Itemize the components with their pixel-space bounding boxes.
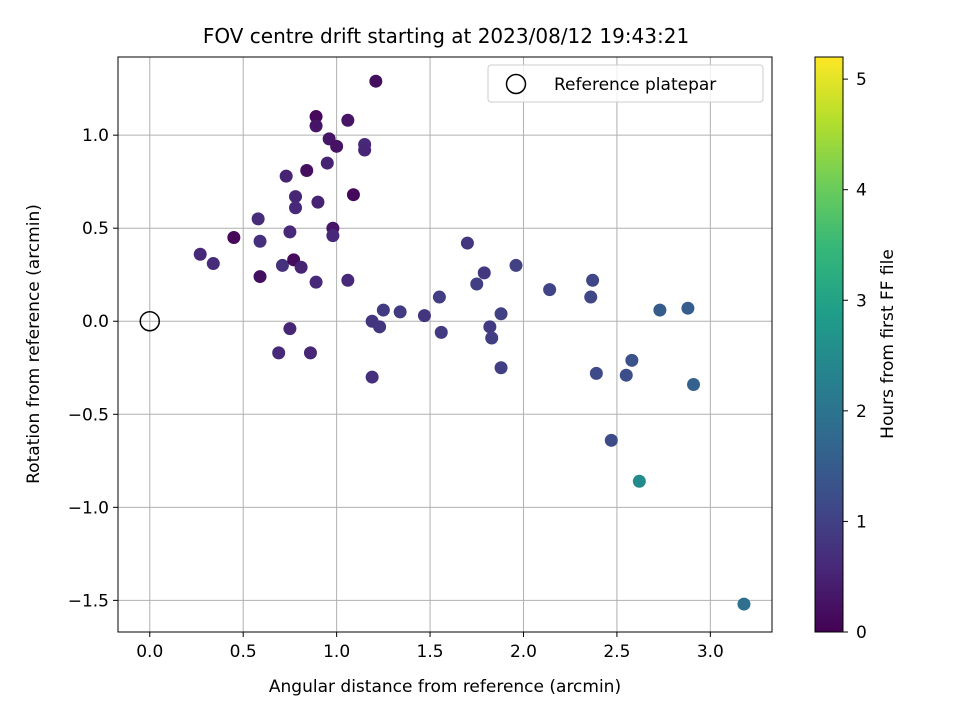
legend: Reference platepar [487,64,764,103]
data-point [509,258,523,272]
data-point [619,368,633,382]
data-point [303,346,317,360]
colorbar-tick-label: 5 [856,70,867,90]
data-point [373,320,387,334]
data-point [193,247,207,261]
data-point [470,277,484,291]
data-point [417,309,431,323]
data-point [737,597,751,611]
data-point [653,303,667,317]
colorbar: 0 1 2 3 4 5 Hours from first FF file [814,56,898,643]
data-point [376,303,390,317]
colorbar-tick-label: 3 [856,291,867,311]
y-tick-label: 1.0 [82,126,109,146]
data-point [687,378,701,392]
x-axis-label: Angular distance from reference (arcmin) [269,677,621,697]
data-point [485,331,499,345]
data-point [584,290,598,304]
data-point [253,234,267,248]
legend-box [487,64,764,103]
x-tick-label: 0.0 [136,642,163,662]
colorbar-label: Hours from first FF file [878,249,898,439]
y-tick-label: −0.5 [68,405,109,425]
y-tick-label: 0.0 [82,312,109,332]
data-point [227,231,241,245]
data-point [251,212,265,226]
y-tick-label: −1.5 [68,591,109,611]
legend-label-reference: Reference platepar [554,75,716,95]
data-point [283,322,297,336]
grid-lines [118,57,772,632]
data-point [477,266,491,280]
data-point [365,370,379,384]
data-point [206,257,220,271]
data-point [681,301,695,315]
y-axis-label: Rotation from reference (arcmin) [24,204,44,484]
plot-frame [117,56,773,633]
data-point [326,229,340,243]
data-point [283,225,297,239]
data-point [294,260,308,274]
legend-marker-reference [505,73,527,95]
reference-marker-group [139,310,161,332]
x-tick-label: 0.5 [230,642,257,662]
data-point [358,143,372,157]
data-point [494,361,508,375]
data-point [309,119,323,133]
colorbar-ticks: 0 1 2 3 4 5 [843,70,867,643]
data-point [341,113,355,127]
data-point [460,236,474,250]
data-point [393,305,407,319]
data-point [289,190,303,204]
colorbar-gradient [814,56,844,633]
data-point [432,290,446,304]
data-point [586,273,600,287]
data-point [625,353,639,367]
data-point [589,366,603,380]
data-point [483,320,497,334]
x-tick-label: 1.0 [323,642,350,662]
x-tick-label: 2.5 [603,642,630,662]
data-point [543,283,557,297]
data-point [320,156,334,170]
y-tick-label: 0.5 [82,219,109,239]
colorbar-tick-label: 0 [856,623,867,643]
data-points [193,74,751,611]
colorbar-tick-label: 1 [856,512,867,532]
x-axis: 0.0 0.5 1.0 1.5 2.0 2.5 3.0 [136,632,724,662]
data-point [253,270,267,284]
data-point [289,201,303,215]
x-tick-label: 1.5 [417,642,444,662]
data-point [300,164,314,178]
data-point [346,188,360,202]
data-point [309,275,323,289]
data-point [279,169,293,183]
data-point [434,325,448,339]
data-point [272,346,286,360]
colorbar-tick-label: 4 [856,181,867,201]
x-tick-label: 2.0 [510,642,537,662]
data-point [494,307,508,321]
data-point [309,110,323,124]
colorbar-tick-label: 2 [856,402,867,422]
reference-platepar-marker [139,310,161,332]
data-point [604,433,618,447]
data-point [330,139,344,153]
data-point [341,273,355,287]
y-axis: 1.0 0.5 0.0 −0.5 −1.0 −1.5 [68,126,118,611]
x-tick-label: 3.0 [697,642,724,662]
chart-title: FOV centre drift starting at 2023/08/12 … [203,24,689,48]
data-point [632,474,646,488]
y-tick-label: −1.0 [68,498,109,518]
data-point [369,74,383,88]
data-point [311,195,325,209]
data-point [275,258,289,272]
